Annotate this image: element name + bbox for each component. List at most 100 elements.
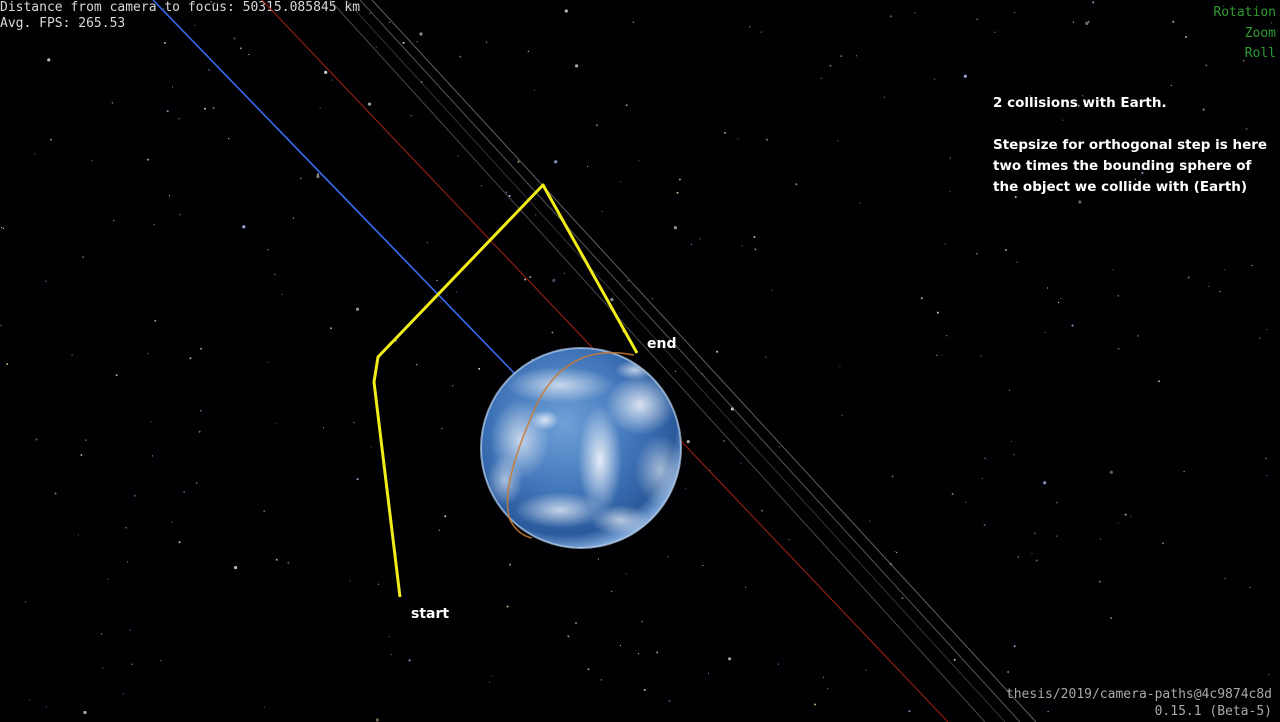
star [208,69,210,71]
star [456,291,458,293]
star [319,107,321,109]
star [563,272,566,274]
star [107,578,109,580]
star [944,243,946,245]
star [47,58,51,62]
star [419,32,423,36]
star [113,220,115,222]
star [641,621,643,623]
star [678,178,681,181]
star [160,660,162,662]
star [171,86,174,88]
star [1087,20,1090,23]
path-start-label: start [411,606,450,622]
star [551,331,554,334]
star [740,462,742,464]
star [684,487,687,489]
star [228,138,230,140]
star [200,347,203,350]
star [625,573,627,575]
star [102,667,104,669]
star [263,510,266,513]
star [299,177,302,180]
star [115,374,118,377]
star [85,439,87,441]
star [390,653,392,656]
star [754,248,757,251]
star [984,457,986,459]
star [389,21,391,23]
star [281,293,283,295]
star [77,534,79,536]
star [610,298,614,302]
star [1056,535,1058,537]
star [1265,457,1267,459]
star [1134,178,1136,180]
star [587,166,589,168]
star [600,679,603,681]
star [1047,711,1049,713]
star [127,561,129,563]
star [765,138,768,141]
star [745,586,747,588]
star [54,492,57,495]
star [29,699,31,701]
star [517,160,520,163]
star [163,41,166,44]
star [1007,671,1010,673]
star [1110,617,1113,619]
star [125,527,127,529]
star [554,160,558,164]
star [212,106,215,109]
star [154,319,157,322]
star [1158,380,1160,383]
star [625,104,628,107]
star [652,298,654,300]
star [914,12,916,14]
star [1058,301,1060,304]
star [749,26,751,28]
star [676,191,679,194]
star [814,703,816,706]
star [611,590,613,592]
star [1035,559,1038,562]
star [6,363,9,366]
camera-path[interactable] [372,183,639,598]
star [983,524,986,527]
star [567,635,570,638]
star [45,280,47,282]
star [1085,21,1089,25]
star [1017,556,1019,558]
star [486,41,488,43]
star [1043,481,1047,485]
star [1130,516,1132,518]
star [242,225,246,229]
star [239,47,242,50]
star [1100,538,1102,540]
star [1172,20,1175,23]
star [778,446,780,448]
star [457,155,459,157]
star [638,160,640,162]
star [889,15,892,18]
star [131,663,133,665]
star [619,644,622,647]
earth-globe[interactable] [480,347,685,549]
star [292,217,294,219]
star [444,515,447,518]
star [189,357,192,360]
star [1251,264,1253,266]
star [980,355,982,357]
star [505,191,508,193]
star [79,23,81,25]
star [416,364,418,366]
star [275,558,278,561]
star [1077,104,1080,107]
star [702,564,704,567]
star [575,622,577,624]
star [965,501,967,503]
star [765,356,767,358]
star [1072,21,1074,23]
